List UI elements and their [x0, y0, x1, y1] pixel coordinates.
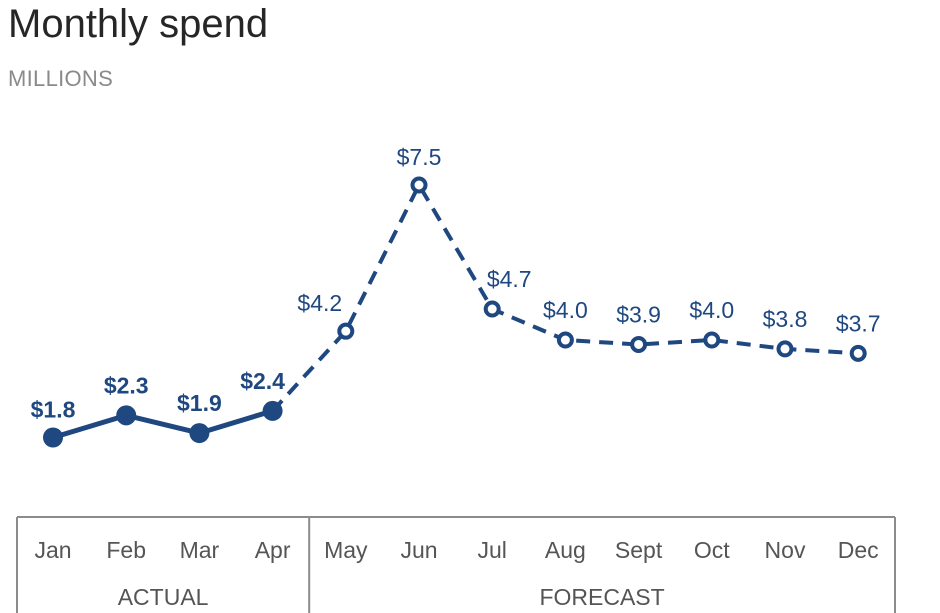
- group-labels: ACTUAL FORECAST: [118, 584, 665, 610]
- point-may: [337, 322, 355, 340]
- series-line-actual: [52, 408, 274, 440]
- data-label-jan: $1.8: [31, 397, 76, 423]
- group-label-actual: ACTUAL: [118, 584, 209, 610]
- tick-label-jul: Jul: [477, 537, 506, 563]
- tick-label-jan: Jan: [34, 537, 71, 563]
- point-nov: [776, 340, 794, 358]
- tick-label-may: May: [324, 537, 368, 563]
- data-label-may: $4.2: [297, 290, 342, 316]
- point-sept: [630, 335, 648, 353]
- point-aug: [556, 331, 574, 349]
- data-label-apr: $2.4: [240, 368, 285, 394]
- tick-label-dec: Dec: [838, 537, 879, 563]
- data-label-aug: $4.0: [543, 297, 588, 323]
- data-label-sept: $3.9: [616, 301, 661, 327]
- point-jul: [483, 300, 501, 318]
- series-lines: [52, 183, 859, 440]
- data-label-mar: $1.9: [177, 390, 222, 416]
- axis-frame: [16, 516, 896, 613]
- point-mar: [189, 423, 210, 444]
- tick-label-apr: Apr: [255, 537, 291, 563]
- data-label-oct: $4.0: [689, 297, 734, 323]
- data-labels: $1.8 $2.3 $1.9 $2.4 $4.2 $7.5 $4.7 $4.0 $3.9 $4.0…: [31, 144, 881, 423]
- tick-label-oct: Oct: [694, 537, 730, 563]
- data-label-nov: $3.8: [763, 306, 808, 332]
- point-oct: [703, 331, 721, 349]
- point-jun: [410, 176, 428, 194]
- point-dec: [849, 344, 867, 362]
- tick-label-nov: Nov: [765, 537, 806, 563]
- data-points: [43, 176, 867, 448]
- x-tick-labels: Jan Feb Mar Apr May Jun Jul Aug Sept Oct Nov Dec: [34, 537, 878, 563]
- data-label-dec: $3.7: [836, 310, 881, 336]
- data-label-feb: $2.3: [104, 372, 149, 398]
- tick-label-aug: Aug: [545, 537, 586, 563]
- data-label-jun: $7.5: [397, 144, 442, 170]
- point-apr: [262, 400, 283, 421]
- tick-label-feb: Feb: [106, 537, 146, 563]
- point-jan: [43, 427, 63, 448]
- chart-subtitle: MILLIONS: [8, 66, 114, 91]
- data-label-jul: $4.7: [487, 266, 532, 292]
- tick-label-mar: Mar: [180, 537, 220, 563]
- chart-title: Monthly spend: [8, 2, 269, 46]
- group-label-forecast: FORECAST: [539, 584, 664, 610]
- tick-label-sept: Sept: [615, 537, 663, 563]
- point-feb: [116, 405, 137, 426]
- tick-label-jun: Jun: [400, 537, 437, 563]
